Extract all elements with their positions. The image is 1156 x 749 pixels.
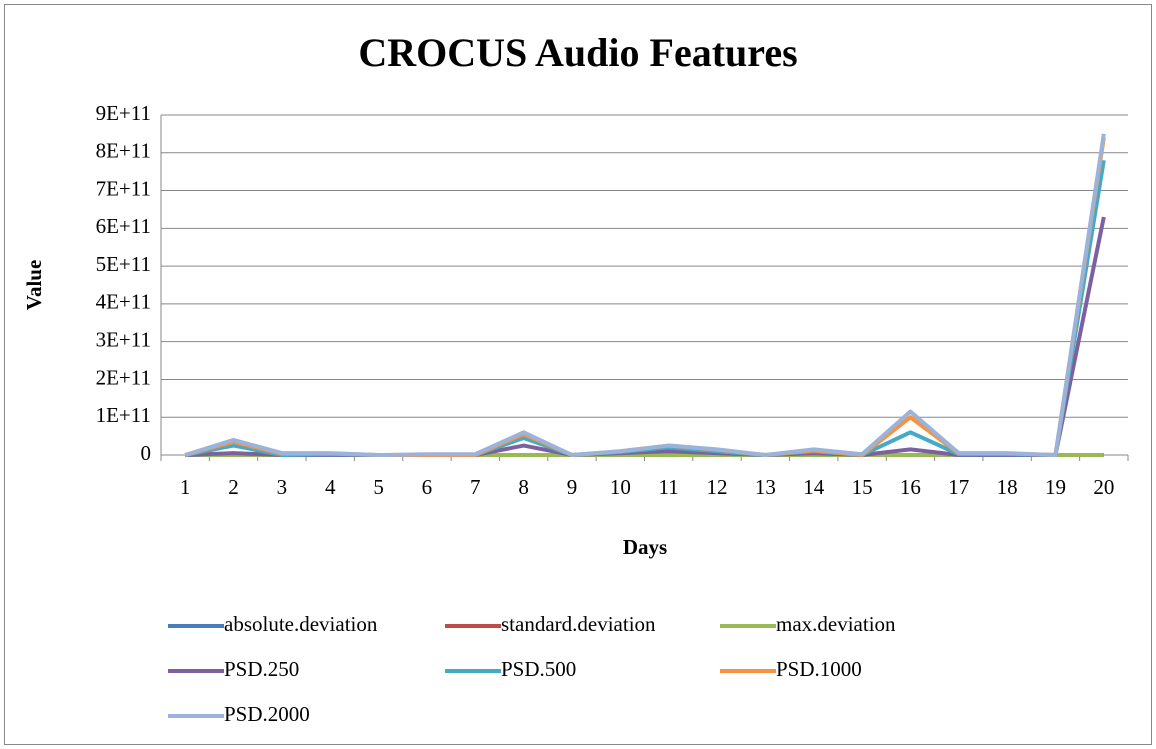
- x-tick-label: 7: [470, 475, 481, 499]
- y-tick-label: 2E+11: [96, 365, 151, 389]
- y-tick-label: 0: [141, 441, 152, 465]
- x-tick-label: 3: [277, 475, 288, 499]
- y-tick-label: 6E+11: [96, 214, 151, 238]
- legend-label: PSD.500: [501, 657, 576, 681]
- legend-label: PSD.250: [224, 657, 299, 681]
- x-tick-label: 9: [567, 475, 578, 499]
- chart-border: [4, 4, 1152, 745]
- legend-label: absolute.deviation: [224, 612, 378, 636]
- y-tick-label: 1E+11: [96, 403, 151, 427]
- x-tick-label: 16: [900, 475, 921, 499]
- x-tick-label: 8: [518, 475, 529, 499]
- chart-title: CROCUS Audio Features: [358, 30, 797, 75]
- x-tick-label: 12: [707, 475, 728, 499]
- y-axis-label: Value: [22, 260, 46, 311]
- legend-label: PSD.2000: [224, 702, 310, 726]
- x-tick-label: 5: [373, 475, 384, 499]
- legend-label: PSD.1000: [776, 657, 862, 681]
- x-tick-label: 11: [659, 475, 679, 499]
- x-tick-label: 10: [610, 475, 631, 499]
- x-tick-label: 13: [755, 475, 776, 499]
- y-tick-label: 5E+11: [96, 252, 151, 276]
- x-tick-label: 6: [422, 475, 433, 499]
- x-tick-label: 1: [180, 475, 191, 499]
- x-tick-label: 14: [803, 475, 825, 499]
- x-tick-label: 15: [852, 475, 873, 499]
- x-tick-label: 4: [325, 475, 336, 499]
- x-axis-label: Days: [623, 535, 667, 559]
- y-tick-label: 9E+11: [96, 101, 151, 125]
- legend-label: max.deviation: [776, 612, 896, 636]
- legend-label: standard.deviation: [501, 612, 656, 636]
- y-tick-label: 3E+11: [96, 327, 151, 351]
- y-tick-label: 7E+11: [96, 176, 151, 200]
- x-tick-label: 18: [997, 475, 1018, 499]
- y-tick-label: 8E+11: [96, 139, 151, 163]
- x-tick-label: 19: [1045, 475, 1066, 499]
- series-line: [184, 133, 1106, 457]
- x-tick-label: 17: [948, 475, 969, 499]
- x-tick-label: 2: [228, 475, 239, 499]
- y-tick-label: 4E+11: [96, 290, 151, 314]
- x-tick-label: 20: [1093, 475, 1114, 499]
